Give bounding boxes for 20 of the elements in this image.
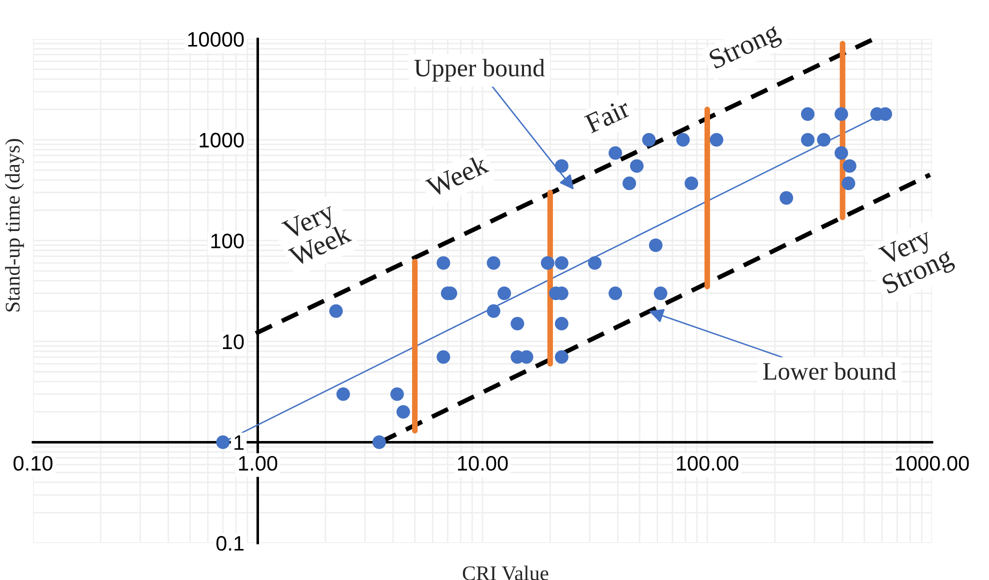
annotation: Very Week <box>281 201 352 267</box>
annotation: Upper bound <box>414 58 545 82</box>
y-tick-label: 10 <box>222 334 244 350</box>
x-tick-label: 0.10 <box>14 456 52 471</box>
y-axis-title: Stand-up time (days) <box>5 139 24 312</box>
x-tick-label: 1000.00 <box>896 456 969 471</box>
x-tick-label: 10.00 <box>458 456 508 471</box>
y-tick-label: 10000 <box>188 32 244 47</box>
y-tick-label: 0.1 <box>216 536 244 551</box>
x-tick-label: 100.00 <box>676 456 738 471</box>
y-tick-label: 1000 <box>200 132 244 148</box>
x-tick-label: 1.00 <box>239 456 278 471</box>
x-axis-title: CRI Value <box>462 566 548 580</box>
annotation: Lower bound <box>763 362 896 380</box>
annotation: Week <box>424 153 490 198</box>
y-tick-label: 100 <box>211 234 244 248</box>
annotation: Fair <box>584 98 632 134</box>
y-tick-label: 1 <box>234 435 244 450</box>
annotation: Strong <box>708 22 784 74</box>
annotation: Very Strong <box>878 226 956 300</box>
